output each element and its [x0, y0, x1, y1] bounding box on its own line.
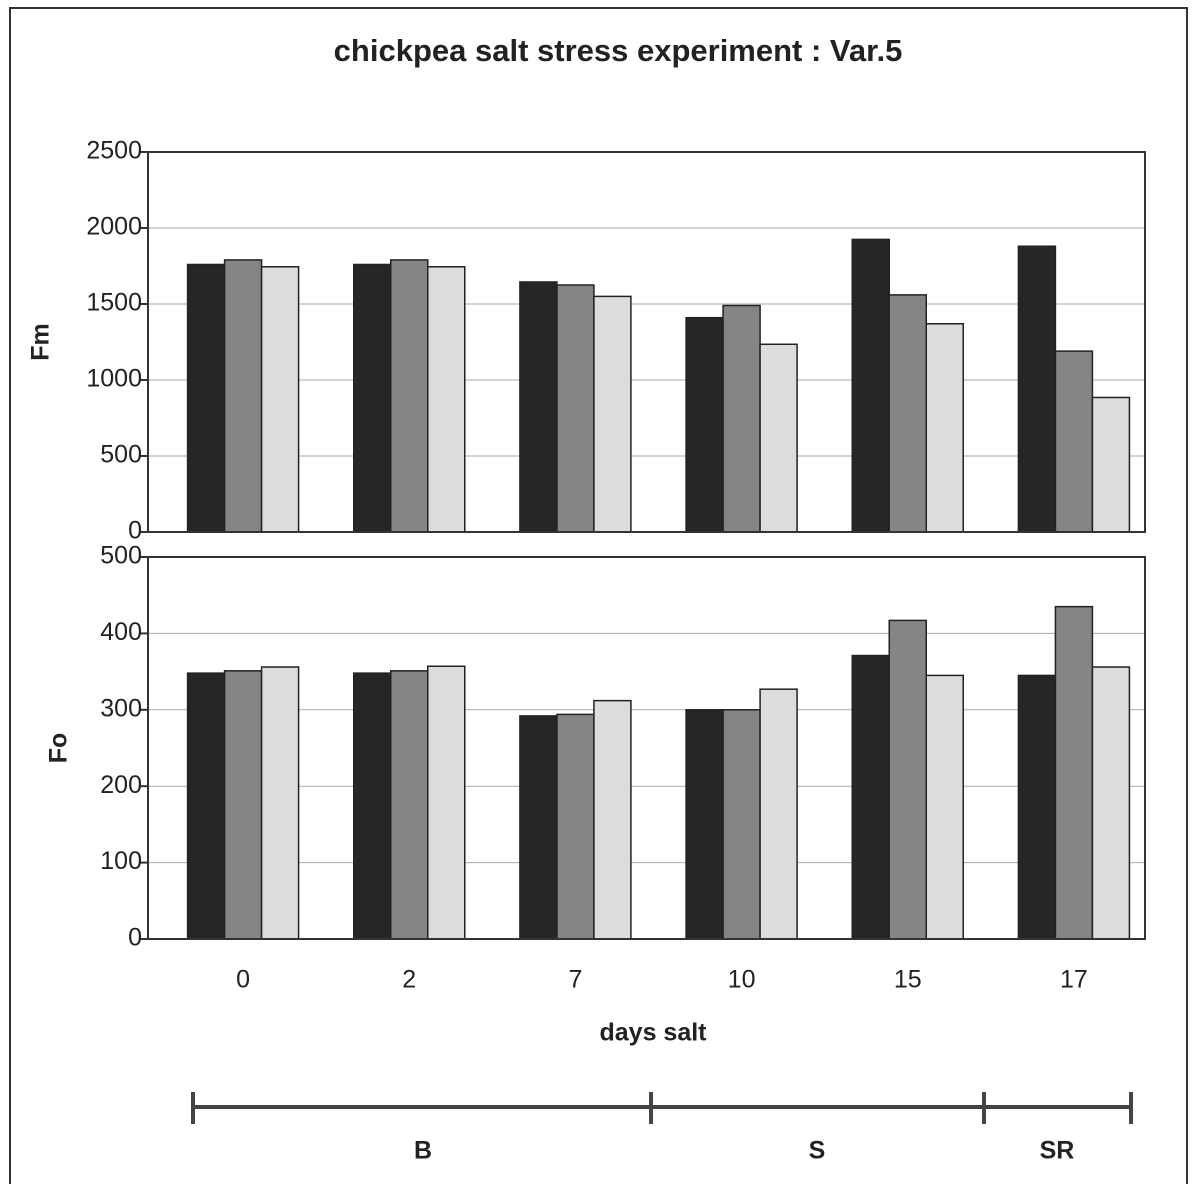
bar — [759, 688, 798, 940]
y-tick-label: 1000 — [86, 365, 142, 393]
y-tick-label: 2000 — [86, 213, 142, 241]
bar — [722, 304, 761, 533]
x-tick-label: 0 — [236, 966, 250, 994]
chart-title: chickpea salt stress experiment : Var.5 — [334, 33, 903, 68]
x-axis-label: days salt — [599, 1019, 707, 1047]
bar — [888, 619, 927, 940]
bar — [1054, 350, 1094, 533]
bar — [519, 281, 558, 533]
bar — [1054, 605, 1094, 940]
bar — [925, 674, 964, 940]
y-tick-label: 300 — [100, 694, 142, 722]
bar — [1091, 396, 1131, 533]
bar — [390, 670, 429, 940]
y-tick-label: 500 — [100, 441, 142, 469]
bar — [186, 263, 226, 533]
bar — [593, 295, 632, 533]
outer-frame — [9, 7, 1188, 1184]
bar — [1017, 674, 1057, 940]
y-tick-label: 400 — [100, 618, 142, 646]
bar — [593, 699, 632, 940]
bar — [186, 672, 226, 940]
bar — [353, 672, 392, 940]
bar — [1017, 245, 1057, 533]
bar — [685, 709, 724, 940]
x-tick-label: 2 — [402, 966, 416, 994]
bar — [851, 654, 890, 940]
x-tick-label: 17 — [1060, 966, 1088, 994]
y-axis-label: Fm — [27, 323, 55, 361]
bar — [851, 238, 890, 533]
phase-label: S — [809, 1137, 826, 1165]
bar — [556, 713, 595, 940]
bar — [519, 715, 558, 940]
phase-label: B — [414, 1137, 432, 1165]
x-tick-label: 15 — [894, 966, 922, 994]
phase-label: SR — [1040, 1137, 1075, 1165]
x-tick-label: 10 — [728, 966, 756, 994]
bar — [888, 294, 927, 533]
y-tick-label: 200 — [100, 771, 142, 799]
y-tick-label: 100 — [100, 847, 142, 875]
y-axis-label: Fo — [45, 733, 73, 764]
plot-frame — [147, 151, 1146, 533]
bar — [260, 266, 300, 533]
y-tick-label: 2500 — [86, 137, 142, 165]
bar — [685, 316, 724, 533]
bar — [427, 266, 466, 533]
bar — [556, 284, 595, 533]
y-tick-label: 0 — [128, 924, 142, 952]
bar — [1091, 666, 1131, 940]
y-tick-label: 1500 — [86, 289, 142, 317]
bar — [223, 259, 263, 533]
bar — [722, 709, 761, 940]
bar — [260, 666, 300, 940]
x-tick-label: 7 — [568, 966, 582, 994]
bar — [925, 323, 964, 533]
bar — [427, 665, 466, 940]
plot-frame — [147, 556, 1146, 940]
y-tick-label: 0 — [128, 517, 142, 545]
bar — [353, 263, 392, 533]
bar — [759, 343, 798, 533]
bar — [390, 259, 429, 533]
bar — [223, 670, 263, 940]
phase-bracket — [191, 1092, 1133, 1124]
y-tick-label: 500 — [100, 542, 142, 570]
